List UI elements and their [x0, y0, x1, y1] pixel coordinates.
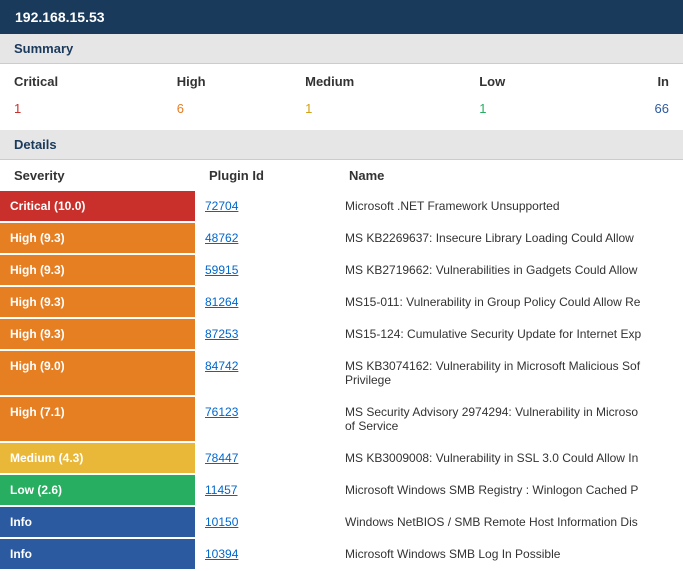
finding-name: MS KB2719662: Vulnerabilities in Gadgets…: [335, 254, 683, 286]
summary-header-row: Critical High Medium Low In: [0, 64, 683, 95]
plugin-id-link[interactable]: 72704: [205, 199, 238, 213]
finding-row: High (9.0) 84742 MS KB3074162: Vulnerabili…: [0, 350, 683, 396]
summary-count-medium: 1: [291, 95, 465, 130]
finding-name: Microsoft .NET Framework Unsupported: [335, 191, 683, 222]
details-section-header: Details: [0, 130, 683, 160]
summary-count-critical: 1: [0, 95, 163, 130]
summary-count-low: 1: [465, 95, 587, 130]
finding-row: Critical (10.0) 72704 Microsoft .NET Frame…: [0, 191, 683, 222]
host-header: 192.168.15.53: [0, 0, 683, 34]
details-header-row: Severity Plugin Id Name: [0, 160, 683, 191]
finding-row: Medium (4.3) 78447 MS KB3009008: Vulnerabi…: [0, 442, 683, 474]
severity-badge: Medium (4.3): [0, 442, 195, 474]
plugin-id-cell: 78447: [195, 442, 335, 474]
plugin-id-link[interactable]: 78447: [205, 451, 238, 465]
plugin-id-cell: 48762: [195, 222, 335, 254]
plugin-id-cell: 76123: [195, 396, 335, 442]
finding-name: Microsoft Windows SMB Registry : Winlogo…: [335, 474, 683, 506]
severity-badge: Info: [0, 538, 195, 570]
plugin-id-cell: 11457: [195, 474, 335, 506]
finding-name: Microsoft Windows SMB Log In Possible: [335, 538, 683, 570]
finding-row: Low (2.6) 11457 Microsoft Windows SMB Regi…: [0, 474, 683, 506]
plugin-id-link[interactable]: 76123: [205, 405, 238, 419]
finding-name: MS KB3074162: Vulnerability in Microsoft…: [335, 350, 683, 396]
severity-badge: Info: [0, 506, 195, 538]
summary-counts-row: 1 6 1 1 66: [0, 95, 683, 130]
details-col-severity: Severity: [0, 160, 195, 191]
plugin-id-cell: 10394: [195, 538, 335, 570]
plugin-id-link[interactable]: 11457: [205, 483, 237, 497]
severity-badge: High (7.1): [0, 396, 195, 442]
finding-row: High (7.1) 76123 MS Security Advisory 2974…: [0, 396, 683, 442]
summary-col-critical: Critical: [0, 64, 163, 95]
summary-count-high: 6: [163, 95, 291, 130]
severity-badge: Critical (10.0): [0, 191, 195, 222]
summary-count-info: 66: [587, 95, 683, 130]
host-ip: 192.168.15.53: [15, 9, 105, 25]
plugin-id-link[interactable]: 48762: [205, 231, 238, 245]
plugin-id-cell: 59915: [195, 254, 335, 286]
finding-row: High (9.3) 48762 MS KB2269637: Insecure Li…: [0, 222, 683, 254]
finding-name: MS15-011: Vulnerability in Group Policy …: [335, 286, 683, 318]
finding-row: High (9.3) 59915 MS KB2719662: Vulnerabili…: [0, 254, 683, 286]
plugin-id-cell: 10150: [195, 506, 335, 538]
details-table: Severity Plugin Id Name Critical (10.0) 7…: [0, 160, 683, 571]
finding-name: MS KB2269637: Insecure Library Loading C…: [335, 222, 683, 254]
plugin-id-cell: 87253: [195, 318, 335, 350]
plugin-id-link[interactable]: 84742: [205, 359, 238, 373]
severity-badge: High (9.3): [0, 286, 195, 318]
finding-row: High (9.3) 81264 MS15-011: Vulnerability i…: [0, 286, 683, 318]
details-col-plugin: Plugin Id: [195, 160, 335, 191]
summary-col-info: In: [587, 64, 683, 95]
plugin-id-cell: 72704: [195, 191, 335, 222]
plugin-id-link[interactable]: 59915: [205, 263, 238, 277]
plugin-id-link[interactable]: 87253: [205, 327, 238, 341]
severity-badge: High (9.3): [0, 318, 195, 350]
plugin-id-link[interactable]: 81264: [205, 295, 238, 309]
finding-row: Info 10150 Windows NetBIOS / SMB Remote Ho…: [0, 506, 683, 538]
summary-table: Critical High Medium Low In 1 6 1 1 66: [0, 64, 683, 130]
finding-name: MS15-124: Cumulative Security Update for…: [335, 318, 683, 350]
summary-col-low: Low: [465, 64, 587, 95]
finding-row: High (9.3) 87253 MS15-124: Cumulative Secu…: [0, 318, 683, 350]
finding-name: MS Security Advisory 2974294: Vulnerabil…: [335, 396, 683, 442]
severity-badge: High (9.0): [0, 350, 195, 396]
plugin-id-link[interactable]: 10150: [205, 515, 238, 529]
details-col-name: Name: [335, 160, 683, 191]
plugin-id-cell: 81264: [195, 286, 335, 318]
summary-section-header: Summary: [0, 34, 683, 64]
summary-col-high: High: [163, 64, 291, 95]
finding-row: Info 10394 Microsoft Windows SMB Log In Po…: [0, 538, 683, 570]
finding-name: Windows NetBIOS / SMB Remote Host Inform…: [335, 506, 683, 538]
severity-badge: High (9.3): [0, 222, 195, 254]
summary-col-medium: Medium: [291, 64, 465, 95]
severity-badge: High (9.3): [0, 254, 195, 286]
plugin-id-link[interactable]: 10394: [205, 547, 238, 561]
finding-name: MS KB3009008: Vulnerability in SSL 3.0 C…: [335, 442, 683, 474]
plugin-id-cell: 84742: [195, 350, 335, 396]
severity-badge: Low (2.6): [0, 474, 195, 506]
